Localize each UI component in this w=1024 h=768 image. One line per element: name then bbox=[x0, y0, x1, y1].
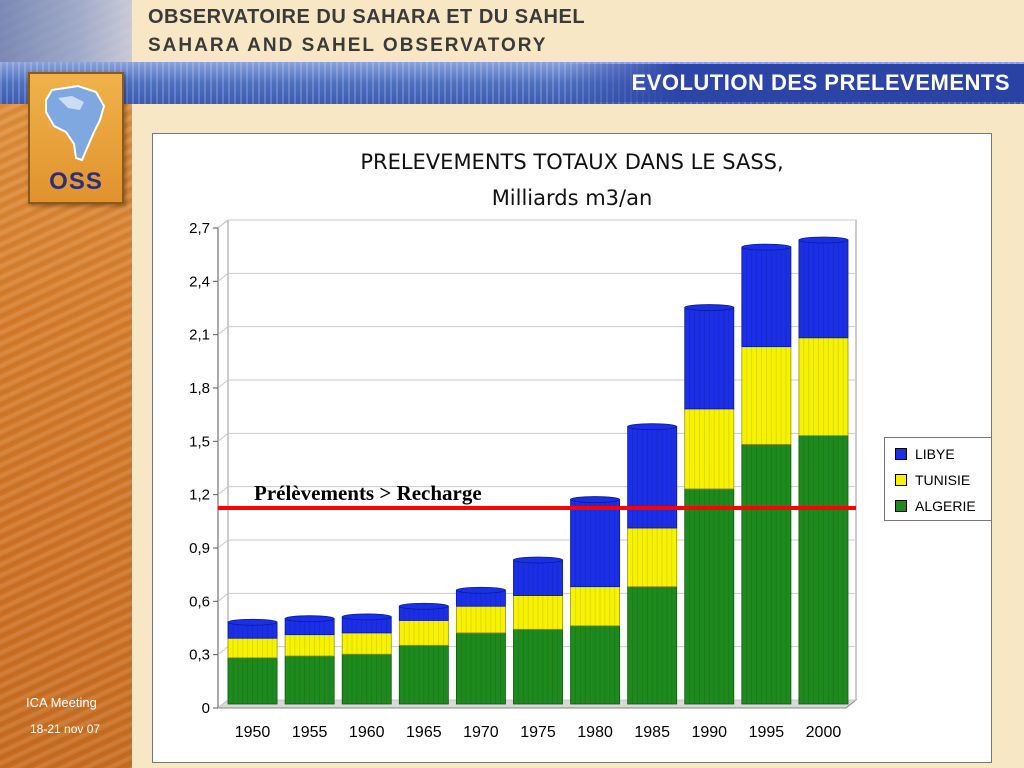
legend-label-libye: LIBYE bbox=[915, 446, 955, 462]
bar-segment-algerie bbox=[741, 444, 792, 705]
legend-item-libye: LIBYE bbox=[895, 446, 955, 462]
x-tick-label: 1995 bbox=[749, 724, 785, 741]
gridline-side bbox=[217, 219, 229, 229]
legend-label-tunisie: TUNISIE bbox=[915, 472, 971, 488]
bar-segment-tunisie bbox=[627, 527, 678, 588]
x-tick-label: 1955 bbox=[292, 724, 328, 741]
bar-segment-libye bbox=[627, 426, 678, 529]
bar-segment-algerie bbox=[341, 653, 392, 705]
x-tick-label: 1985 bbox=[634, 724, 670, 741]
slide-title: EVOLUTION DES PRELEVEMENTS bbox=[631, 70, 1010, 95]
bar-top-cap bbox=[398, 602, 449, 610]
header-background bbox=[132, 0, 1024, 62]
x-tick-label: 1950 bbox=[235, 724, 271, 741]
legend-item-tunisie: TUNISIE bbox=[895, 472, 970, 488]
threshold-label: Prélèvements > Recharge bbox=[254, 481, 482, 505]
org-name-en: SAHARA AND SAHEL OBSERVATORY bbox=[148, 35, 548, 56]
bar-segment-algerie bbox=[798, 435, 849, 705]
bar-top-cap bbox=[798, 236, 849, 244]
x-tick-label: 1990 bbox=[691, 724, 727, 741]
chart-subtitle: Milliards m3/an bbox=[491, 186, 653, 210]
bar-top-cap bbox=[570, 496, 621, 503]
x-tick-label: 2000 bbox=[806, 724, 842, 741]
bar-segment-libye bbox=[798, 239, 849, 339]
bar-top-cap bbox=[284, 615, 335, 623]
y-tick-label: 1,2 bbox=[189, 487, 210, 504]
y-tick-label: 1,5 bbox=[189, 433, 210, 450]
gridline-side bbox=[217, 379, 229, 389]
bar-segment-libye bbox=[570, 499, 621, 588]
gridline-side bbox=[217, 272, 229, 282]
bar-segment-libye bbox=[684, 307, 735, 410]
y-tick-label: 0,9 bbox=[189, 540, 210, 557]
footer-meeting: ICA Meeting bbox=[26, 695, 97, 710]
y-tick-label: 0,6 bbox=[189, 593, 210, 610]
bar-segment-algerie bbox=[627, 586, 678, 705]
bar-segment-algerie bbox=[684, 488, 735, 705]
legend-swatch-algerie bbox=[895, 500, 907, 512]
bar-segment-tunisie bbox=[684, 408, 735, 490]
gridline-side bbox=[217, 646, 229, 656]
legend-item-algerie: ALGERIE bbox=[895, 498, 976, 514]
y-tick-label: 2,4 bbox=[189, 273, 210, 290]
bar-segment-tunisie bbox=[398, 620, 449, 646]
title-band-highlight bbox=[560, 64, 1024, 102]
africa-map-icon bbox=[45, 84, 106, 162]
x-tick-label: 1970 bbox=[463, 724, 499, 741]
bar-top-cap bbox=[513, 556, 563, 564]
gridline-side bbox=[217, 326, 229, 336]
bar-segment-algerie bbox=[284, 655, 335, 705]
legend-label-algerie: ALGERIE bbox=[915, 498, 976, 514]
gridline-side bbox=[217, 699, 229, 709]
bar-top-cap bbox=[227, 618, 278, 626]
chart-title: PRELEVEMENTS TOTAUX DANS LE SASS, bbox=[360, 150, 784, 174]
header-left-gradient bbox=[0, 0, 132, 62]
bar-top-cap bbox=[741, 243, 792, 251]
footer-dates: 18-21 nov 07 bbox=[30, 722, 101, 736]
chart-legend: LIBYE TUNISIE ALGERIE bbox=[884, 437, 992, 521]
bar-segment-libye bbox=[513, 559, 563, 596]
x-tick-label: 1980 bbox=[577, 724, 613, 741]
bar-segment-algerie bbox=[227, 657, 278, 705]
gridline-side bbox=[217, 432, 229, 442]
y-tick-label: 2,1 bbox=[189, 327, 210, 344]
org-name-fr: OBSERVATOIRE DU SAHARA ET DU SAHEL bbox=[148, 6, 586, 28]
y-tick-label: 2,7 bbox=[189, 220, 210, 237]
gridline-side bbox=[217, 592, 229, 602]
bar-top-cap bbox=[684, 304, 735, 311]
gridline-side bbox=[217, 539, 229, 549]
bar-top-cap bbox=[627, 423, 678, 431]
oss-logo: OSS bbox=[28, 72, 124, 204]
bar-segment-libye bbox=[741, 246, 792, 348]
x-tick-label: 1965 bbox=[406, 724, 442, 741]
bar-segment-algerie bbox=[513, 628, 563, 705]
x-tick-label: 1960 bbox=[349, 724, 385, 741]
x-tick-label: 1975 bbox=[520, 724, 556, 741]
bar-segment-tunisie bbox=[798, 337, 849, 436]
logo-text: OSS bbox=[49, 168, 103, 195]
bar-top-cap bbox=[341, 613, 392, 621]
bar-segment-tunisie bbox=[570, 586, 621, 627]
legend-swatch-libye bbox=[895, 448, 907, 460]
y-tick-label: 0,3 bbox=[189, 647, 210, 664]
y-tick-label: 1,8 bbox=[189, 380, 210, 397]
bar-segment-tunisie bbox=[741, 346, 792, 445]
bar-segment-algerie bbox=[455, 632, 506, 705]
bar-top-cap bbox=[455, 586, 506, 594]
y-tick-label: 0 bbox=[202, 700, 210, 717]
gridline-side bbox=[217, 486, 229, 496]
legend-swatch-tunisie bbox=[895, 474, 907, 486]
bar-segment-algerie bbox=[398, 644, 449, 705]
